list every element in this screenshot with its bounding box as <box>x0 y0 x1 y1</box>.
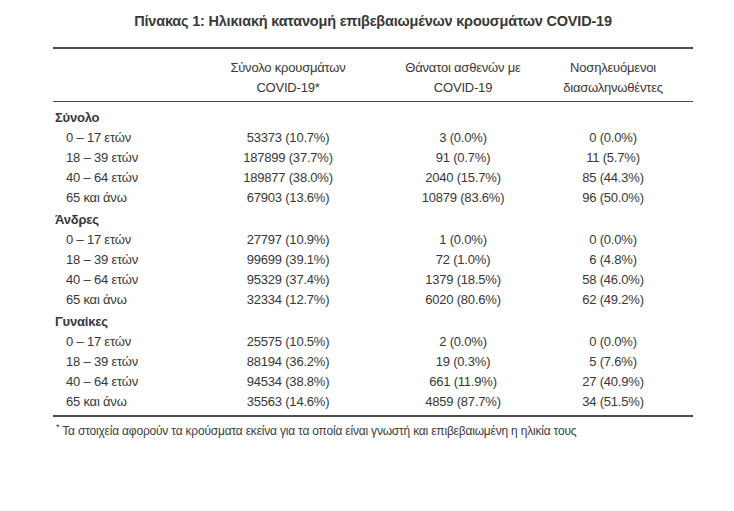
group-header-total: Σύνολο <box>53 106 693 128</box>
intubated-cell: 0 (0.0%) <box>533 230 693 250</box>
cases-cell: 53373 (10.7%) <box>183 128 393 148</box>
table-row: 65 και άνω 67903 (13.6%) 10879 (83.6%) 9… <box>53 188 693 208</box>
deaths-cell: 91 (0.7%) <box>393 148 533 168</box>
intubated-cell: 6 (4.8%) <box>533 250 693 270</box>
column-header-line: Νοσηλευόμενοι <box>533 58 693 78</box>
cases-cell: 88194 (36.2%) <box>183 352 393 372</box>
group-header-men: Άνδρες <box>53 208 693 230</box>
footnote: *Τα στοιχεία αφορούν τα κρούσματα εκείνα… <box>56 422 734 438</box>
cases-cell: 27797 (10.9%) <box>183 230 393 250</box>
cases-cell: 189877 (38.0%) <box>183 168 393 188</box>
intubated-cell: 0 (0.0%) <box>533 128 693 148</box>
cases-cell: 94534 (38.8%) <box>183 372 393 392</box>
intubated-cell: 58 (46.0%) <box>533 270 693 290</box>
table-row: 65 και άνω 32334 (12.7%) 6020 (80.6%) 62… <box>53 290 693 310</box>
cases-cell: 95329 (37.4%) <box>183 270 393 290</box>
table-row: 40 – 64 ετών 95329 (37.4%) 1379 (18.5%) … <box>53 270 693 290</box>
column-header-intubated: Νοσηλευόμενοι διασωληνωθέντες <box>533 58 693 98</box>
deaths-cell: 2040 (15.7%) <box>393 168 533 188</box>
deaths-cell: 2 (0.0%) <box>393 332 533 352</box>
column-header-cases: Σύνολο κρουσμάτων COVID-19* <box>183 58 393 98</box>
table-row: 40 – 64 ετών 94534 (38.8%) 661 (11.9%) 2… <box>53 372 693 392</box>
cases-cell: 99699 (39.1%) <box>183 250 393 270</box>
cases-cell: 25575 (10.5%) <box>183 332 393 352</box>
intubated-cell: 62 (49.2%) <box>533 290 693 310</box>
table-caption: Πίνακας 1: Ηλικιακή κατανομή επιβεβαιωμέ… <box>53 11 693 31</box>
table-row: 18 – 39 ετών 99699 (39.1%) 72 (1.0%) 6 (… <box>53 250 693 270</box>
intubated-cell: 96 (50.0%) <box>533 188 693 208</box>
age-label: 40 – 64 ετών <box>53 270 183 290</box>
age-label: 0 – 17 ετών <box>53 332 183 352</box>
cases-cell: 32334 (12.7%) <box>183 290 393 310</box>
age-label: 0 – 17 ετών <box>53 128 183 148</box>
column-header-deaths: Θάνατοι ασθενών με COVID-19 <box>393 58 533 98</box>
deaths-cell: 1379 (18.5%) <box>393 270 533 290</box>
deaths-cell: 3 (0.0%) <box>393 128 533 148</box>
deaths-cell: 661 (11.9%) <box>393 372 533 392</box>
group-header-women: Γυναίκες <box>53 310 693 332</box>
table-body: Σύνολο 0 – 17 ετών 53373 (10.7%) 3 (0.0%… <box>53 102 693 417</box>
table-row: 40 – 64 ετών 189877 (38.0%) 2040 (15.7%)… <box>53 168 693 188</box>
age-label: 18 – 39 ετών <box>53 148 183 168</box>
covid-age-table: Σύνολο κρουσμάτων COVID-19* Θάνατοι ασθε… <box>53 47 693 417</box>
intubated-cell: 5 (7.6%) <box>533 352 693 372</box>
age-label: 40 – 64 ετών <box>53 372 183 392</box>
cases-cell: 67903 (13.6%) <box>183 188 393 208</box>
age-label: 40 – 64 ετών <box>53 168 183 188</box>
intubated-cell: 85 (44.3%) <box>533 168 693 188</box>
column-header-line: COVID-19* <box>183 78 393 98</box>
column-header-line: διασωληνωθέντες <box>533 78 693 98</box>
document-page: Πίνακας 1: Ηλικιακή κατανομή επιβεβαιωμέ… <box>0 0 734 511</box>
deaths-cell: 72 (1.0%) <box>393 250 533 270</box>
table-row: 0 – 17 ετών 53373 (10.7%) 3 (0.0%) 0 (0.… <box>53 128 693 148</box>
deaths-cell: 10879 (83.6%) <box>393 188 533 208</box>
footnote-text: Τα στοιχεία αφορούν τα κρούσματα εκείνα … <box>62 424 576 438</box>
cases-cell: 187899 (37.7%) <box>183 148 393 168</box>
deaths-cell: 19 (0.3%) <box>393 352 533 372</box>
age-label: 65 και άνω <box>53 290 183 310</box>
deaths-cell: 4859 (87.7%) <box>393 392 533 412</box>
intubated-cell: 27 (40.9%) <box>533 372 693 392</box>
column-header-empty <box>53 58 183 98</box>
column-header-line: COVID-19 <box>393 78 533 98</box>
age-label: 18 – 39 ετών <box>53 250 183 270</box>
cases-cell: 35563 (14.6%) <box>183 392 393 412</box>
age-label: 18 – 39 ετών <box>53 352 183 372</box>
intubated-cell: 0 (0.0%) <box>533 332 693 352</box>
deaths-cell: 6020 (80.6%) <box>393 290 533 310</box>
column-header-line: Σύνολο κρουσμάτων <box>183 58 393 78</box>
intubated-cell: 34 (51.5%) <box>533 392 693 412</box>
table-row: 0 – 17 ετών 25575 (10.5%) 2 (0.0%) 0 (0.… <box>53 332 693 352</box>
age-label: 0 – 17 ετών <box>53 230 183 250</box>
age-label: 65 και άνω <box>53 392 183 412</box>
footnote-marker: * <box>56 422 59 432</box>
age-label: 65 και άνω <box>53 188 183 208</box>
table-row: 18 – 39 ετών 88194 (36.2%) 19 (0.3%) 5 (… <box>53 352 693 372</box>
table-row: 0 – 17 ετών 27797 (10.9%) 1 (0.0%) 0 (0.… <box>53 230 693 250</box>
table-header-row: Σύνολο κρουσμάτων COVID-19* Θάνατοι ασθε… <box>53 49 693 102</box>
table-row: 18 – 39 ετών 187899 (37.7%) 91 (0.7%) 11… <box>53 148 693 168</box>
intubated-cell: 11 (5.7%) <box>533 148 693 168</box>
column-header-line: Θάνατοι ασθενών με <box>393 58 533 78</box>
table-row: 65 και άνω 35563 (14.6%) 4859 (87.7%) 34… <box>53 392 693 412</box>
deaths-cell: 1 (0.0%) <box>393 230 533 250</box>
